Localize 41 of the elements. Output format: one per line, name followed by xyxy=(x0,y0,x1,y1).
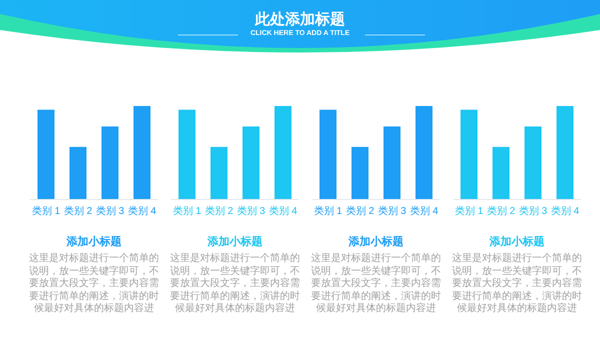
bar xyxy=(460,110,478,199)
bar xyxy=(492,146,510,199)
x-tick-label: 类别 3 xyxy=(96,205,125,217)
text: 此处添加标题 xyxy=(254,10,346,29)
bar xyxy=(352,146,368,199)
text: 添加小标题 xyxy=(66,234,122,249)
bar xyxy=(178,110,196,199)
text: 这里是对标题进行一个简单的说明，放一些关键字即可，不要放置大段文字，主要内容需要进行简单的阐述，演讲的时候最好对具体的标题内容进 xyxy=(169,253,301,316)
bar xyxy=(210,146,228,199)
bar xyxy=(320,110,336,199)
text: 添加小标题 xyxy=(488,234,546,249)
bar xyxy=(102,126,118,199)
bar xyxy=(416,106,432,199)
bar xyxy=(134,106,150,199)
text: 这里是对标题进行一个简单的说明，放一些关键字即可，不要放置大段文字，主要内容需要进行简单的阐述，演讲的时候最好对具体的标题内容进 xyxy=(28,253,160,316)
x-tick-label: 类别 4 xyxy=(268,205,298,217)
text: 添加小标题 xyxy=(206,234,264,249)
bar xyxy=(524,126,542,199)
x-tick-label: 类别 1 xyxy=(32,205,61,217)
x-tick-label: 类别 3 xyxy=(378,205,407,217)
x-tick-label: 类别 4 xyxy=(550,205,580,217)
x-tick-label: 类别 2 xyxy=(486,205,516,217)
bar xyxy=(274,106,292,199)
x-tick-label: 类别 2 xyxy=(346,205,375,217)
bar xyxy=(242,126,260,199)
text: 添加小标题 xyxy=(348,234,404,249)
x-tick-label: 类别 1 xyxy=(314,205,343,217)
text: 这里是对标题进行一个简单的说明，放一些关键字即可，不要放置大段文字，主要内容需要进行简单的阐述，演讲的时候最好对具体的标题内容进 xyxy=(310,253,442,316)
bar xyxy=(556,106,574,199)
x-tick-label: 类别 1 xyxy=(172,205,202,217)
x-tick-label: 类别 2 xyxy=(64,205,93,217)
x-tick-label: 类别 3 xyxy=(236,205,266,217)
text: 这里是对标题进行一个简单的说明，放一些关键字即可，不要放置大段文字，主要内容需要进行简单的阐述，演讲的时候最好对具体的标题内容进 xyxy=(451,253,583,316)
x-tick-label: 类别 4 xyxy=(410,205,439,217)
bar xyxy=(70,146,86,199)
bar xyxy=(384,126,400,199)
x-tick-label: 类别 3 xyxy=(518,205,548,217)
x-tick-label: 类别 2 xyxy=(204,205,234,217)
bar xyxy=(38,110,54,199)
x-tick-label: 类别 4 xyxy=(128,205,157,217)
x-tick-label: 类别 1 xyxy=(454,205,484,217)
